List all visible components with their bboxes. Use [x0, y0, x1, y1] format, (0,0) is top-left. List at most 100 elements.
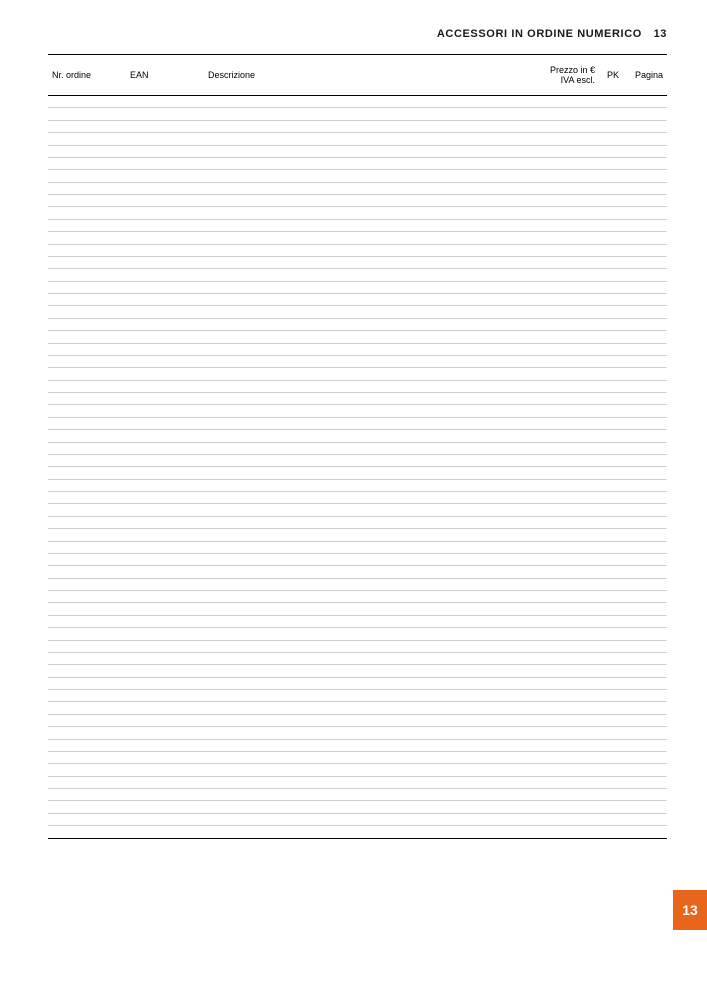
cell-pag: 224	[627, 591, 667, 603]
table-row: 6 37 17 121 01 34014586193178Fogli abras…	[48, 739, 667, 751]
cell-pk: 04	[599, 591, 627, 603]
cell-pk: 04	[599, 454, 627, 466]
cell-pag: 223	[627, 207, 667, 219]
cell-pk: 02	[599, 108, 627, 120]
cell-ean: 4014586192810	[126, 442, 204, 454]
cell-prezzo: 8,98	[543, 355, 599, 367]
cell-prezzo: 23,70	[543, 232, 599, 244]
cell-ean: 4014586409986	[126, 170, 204, 182]
cell-pag: 223	[627, 318, 667, 330]
table-row: 6 37 17 111 01 44014586192971Fogli abras…	[48, 578, 667, 590]
cell-nr: 6 37 14 148 01 0	[48, 195, 126, 207]
cell-desc: Fogli abrasivi forati, Lunghezza bordo 8…	[204, 714, 543, 726]
cell-desc: Fogli abrasivi, Lunghezza bordo 80 mm	[204, 380, 543, 392]
cell-ean: 4014586211312	[126, 690, 204, 702]
cell-pag: 223	[627, 405, 667, 417]
cell-ean: 4014586211183	[126, 430, 204, 442]
cell-prezzo: 24,50	[543, 826, 599, 838]
table-row: 6 37 17 116 01 64014586193077Fogli abras…	[48, 702, 667, 714]
cell-prezzo: 24,50	[543, 801, 599, 813]
table-row: 6 37 14 140 01 04014586325741Nastri abra…	[48, 120, 667, 132]
cell-pag: 224	[627, 553, 667, 565]
table-row: 6 37 17 086 01 04014586188798Fogli abras…	[48, 343, 667, 355]
cell-pk: 04	[599, 294, 627, 306]
cell-nr: 6 37 17 128 01 7	[48, 826, 126, 838]
table-row: 6 37 17 110 04 34014586211268Fogli abras…	[48, 566, 667, 578]
cell-desc: Fogli abrasivi forati, Lunghezza bordo 8…	[204, 553, 543, 565]
cell-nr: 6 37 17 123 01 0	[48, 764, 126, 776]
cell-pk: 02	[599, 170, 627, 182]
cell-prezzo: 5,49	[543, 380, 599, 392]
cell-prezzo: 77,00	[543, 157, 599, 169]
cell-prezzo: 5,49	[543, 454, 599, 466]
cell-ean: 4014586182519	[126, 492, 204, 504]
cell-pag: 223	[627, 380, 667, 392]
cell-pag: 224	[627, 714, 667, 726]
cell-prezzo: 24,50	[543, 553, 599, 565]
header-title: ACCESSORI IN ORDINE NUMERICO	[437, 28, 642, 40]
cell-desc: Fogli abrasivi, pietra, Lunghezza bordo …	[204, 789, 543, 801]
cell-desc: Fogli abrasivi forati, Lunghezza bordo 8…	[204, 690, 543, 702]
cell-pk: 02	[599, 157, 627, 169]
cell-desc: Manicotto abrasivo Pyramix, Grana 1 400,…	[204, 195, 543, 207]
cell-desc: Manicotto abrasivo Pyramix, Grana 800, C…	[204, 182, 543, 194]
side-tab-label: 13	[682, 902, 698, 918]
cell-prezzo: 23,50	[543, 776, 599, 788]
cell-desc: Fogli abrasivi, Lunghezza bordo 80 mm	[204, 417, 543, 429]
cell-ean: 4014586211107	[126, 355, 204, 367]
cell-nr: 6 37 17 085 01 7	[48, 318, 126, 330]
cell-ean: 4014586211176	[126, 405, 204, 417]
cell-desc: Fogli abrasivi, Lunghezza bordo 80 mm	[204, 393, 543, 405]
table-row: 6 37 17 114 04 74014586211206Fogli abras…	[48, 665, 667, 677]
table-row: 6 37 17 086 04 84014586211107Fogli abras…	[48, 355, 667, 367]
cell-pk: 04	[599, 467, 627, 479]
table-row: 6 37 17 120 01 44014586193162Fogli abras…	[48, 727, 667, 739]
page-container: ACCESSORI IN ORDINE NUMERICO 13 Nr. ordi…	[0, 0, 707, 1000]
table-row: 6 37 17 113 01 14014586193015Fogli abras…	[48, 628, 667, 640]
table-row: 6 37 17 093 01 84014586188798Fogli abras…	[48, 417, 667, 429]
cell-pk: 02	[599, 145, 627, 157]
cell-nr: 6 37 14 143 01 0	[48, 133, 126, 145]
cell-pag: 137	[627, 157, 667, 169]
table-row: 6 37 17 123 01 04014586193315Fogli abras…	[48, 764, 667, 776]
cell-ean: 4014586326574	[126, 133, 204, 145]
cell-ean: 4014586192988	[126, 603, 204, 615]
cell-nr: 6 37 17 116 04 1	[48, 690, 126, 702]
cell-pk: 02	[599, 182, 627, 194]
cell-nr: 6 37 14 139 01 0	[48, 108, 126, 120]
cell-nr: 6 37 17 086 01 0	[48, 343, 126, 355]
cell-prezzo: 24,50	[543, 702, 599, 714]
table-row: 6 37 17 116 04 14014586211312Fogli abras…	[48, 690, 667, 702]
cell-pk: 04	[599, 479, 627, 491]
cell-prezzo: 8,98	[543, 541, 599, 553]
cell-prezzo: 35,50	[543, 343, 599, 355]
cell-prezzo: 23,50	[543, 789, 599, 801]
cell-pag: 224	[627, 727, 667, 739]
cell-nr: 6 37 17 121 01 3	[48, 739, 126, 751]
cell-nr: 6 37 14 138 01 0	[48, 96, 126, 108]
cell-ean: 4014586192742	[126, 368, 204, 380]
cell-pk: 04	[599, 306, 627, 318]
cell-desc: Fogli abrasivi, Lunghezza bordo 80 mm	[204, 294, 543, 306]
cell-pk: 04	[599, 578, 627, 590]
cell-nr: 6 37 14 145 01 0	[48, 157, 126, 169]
cell-nr: 6 37 17 085 04 5	[48, 331, 126, 343]
cell-prezzo: 5,49	[543, 405, 599, 417]
cell-pk: 04	[599, 702, 627, 714]
cell-pk: 04	[599, 529, 627, 541]
cell-ean: 4014586211190	[126, 454, 204, 466]
cell-prezzo: 36,10	[543, 467, 599, 479]
cell-pag: 223	[627, 801, 667, 813]
cell-desc: Fogli abrasivi forati, Lunghezza bordo 8…	[204, 578, 543, 590]
cell-prezzo: 5,95	[543, 504, 599, 516]
cell-nr: 6 37 17 107 04 9	[48, 479, 126, 491]
cell-prezzo: 24,50	[543, 628, 599, 640]
table-row: 6 37 17 108 04 74014586211244Fogli abras…	[48, 504, 667, 516]
table-row: 6 37 17 126 01 64014586193275Fogli abras…	[48, 801, 667, 813]
cell-desc: Fogli abrasivi forati, Lunghezza bordo 8…	[204, 541, 543, 553]
cell-pag: 133	[627, 108, 667, 120]
table-row: 6 37 17 128 01 74014586193312Fogli abras…	[48, 826, 667, 838]
cell-desc: Fogli abrasivi forati, Lunghezza bordo 8…	[204, 652, 543, 664]
cell-prezzo: 5,49	[543, 256, 599, 268]
cell-pag: 224	[627, 467, 667, 479]
